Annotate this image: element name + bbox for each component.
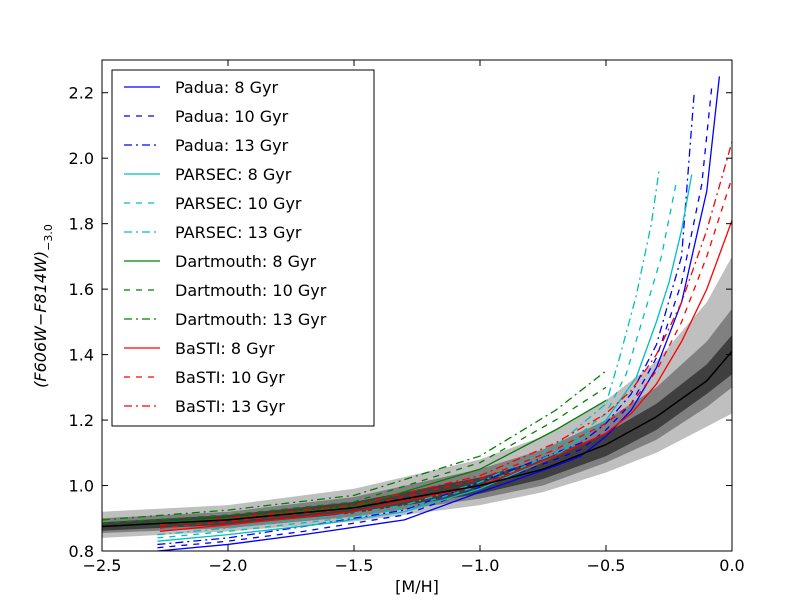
- legend-label: BaSTI: 13 Gyr: [175, 397, 285, 416]
- legend-frame: [111, 69, 375, 427]
- series-line-basti-10: [159, 177, 732, 529]
- band-inner: [102, 334, 732, 531]
- mean-line: [102, 350, 732, 528]
- legend-label: BaSTI: 10 Gyr: [175, 368, 285, 387]
- y-tick-label: 1.2: [69, 411, 94, 430]
- legend-label: Padua: 13 Gyr: [175, 136, 289, 155]
- series-line-parsec-5: [157, 171, 660, 536]
- y-axis-label-main: (F606W−F814W): [31, 251, 50, 388]
- x-tick-label: −2.0: [209, 556, 248, 575]
- legend-label: Dartmouth: 8 Gyr: [175, 252, 317, 271]
- series-line-padua-2: [157, 92, 695, 546]
- series-line-dartmouth-7: [102, 386, 607, 524]
- series-line-dartmouth-8: [102, 370, 607, 521]
- x-tick-label: −1.0: [461, 556, 500, 575]
- x-tick-label: −1.5: [335, 556, 374, 575]
- legend-label: PARSEC: 8 Gyr: [175, 165, 292, 184]
- series-line-dartmouth-6: [102, 399, 607, 528]
- x-tick-label: −0.5: [587, 556, 626, 575]
- legend-label: BaSTI: 8 Gyr: [175, 339, 275, 358]
- plot-frame: [101, 59, 733, 552]
- y-tick-label: 1.8: [69, 215, 94, 234]
- legend-label: PARSEC: 13 Gyr: [175, 223, 302, 242]
- x-tick-label: 0.0: [719, 556, 744, 575]
- y-axis-label: (F606W−F814W)−3.0: [31, 224, 55, 388]
- series-line-parsec-3: [157, 174, 693, 542]
- y-axis-label-subscript: −3.0: [42, 224, 55, 251]
- y-tick-label: 2.0: [69, 149, 94, 168]
- axis-ticks: −2.5 −2.0 −1.5 −1.0 −0.5 0.0 0.8 1.0 1.2 1.4 1.6 1.…: [69, 60, 745, 575]
- x-tick-label: −2.5: [83, 556, 122, 575]
- legend-label: Padua: 10 Gyr: [175, 107, 289, 126]
- series-line-padua-1: [157, 86, 713, 549]
- model-lines: [102, 76, 732, 551]
- series-line-parsec-4: [157, 180, 678, 539]
- legend-label: Dartmouth: 13 Gyr: [175, 310, 327, 329]
- y-tick-label: 1.4: [69, 346, 94, 365]
- y-tick-label: 0.8: [69, 542, 94, 561]
- legend-label: PARSEC: 10 Gyr: [175, 194, 302, 213]
- y-tick-label: 1.6: [69, 280, 94, 299]
- series-line-basti-9: [159, 220, 732, 533]
- legend-label: Dartmouth: 10 Gyr: [175, 281, 327, 300]
- x-axis-label: [M/H]: [395, 577, 439, 596]
- y-tick-label: 2.2: [69, 84, 94, 103]
- y-tick-label: 1.0: [69, 477, 94, 496]
- mean-line-layer: [102, 350, 732, 528]
- legend: Padua: 8 Gyr Padua: 10 Gyr Padua: 13 Gyr PA…: [111, 69, 375, 427]
- legend-label: Padua: 8 Gyr: [175, 78, 278, 97]
